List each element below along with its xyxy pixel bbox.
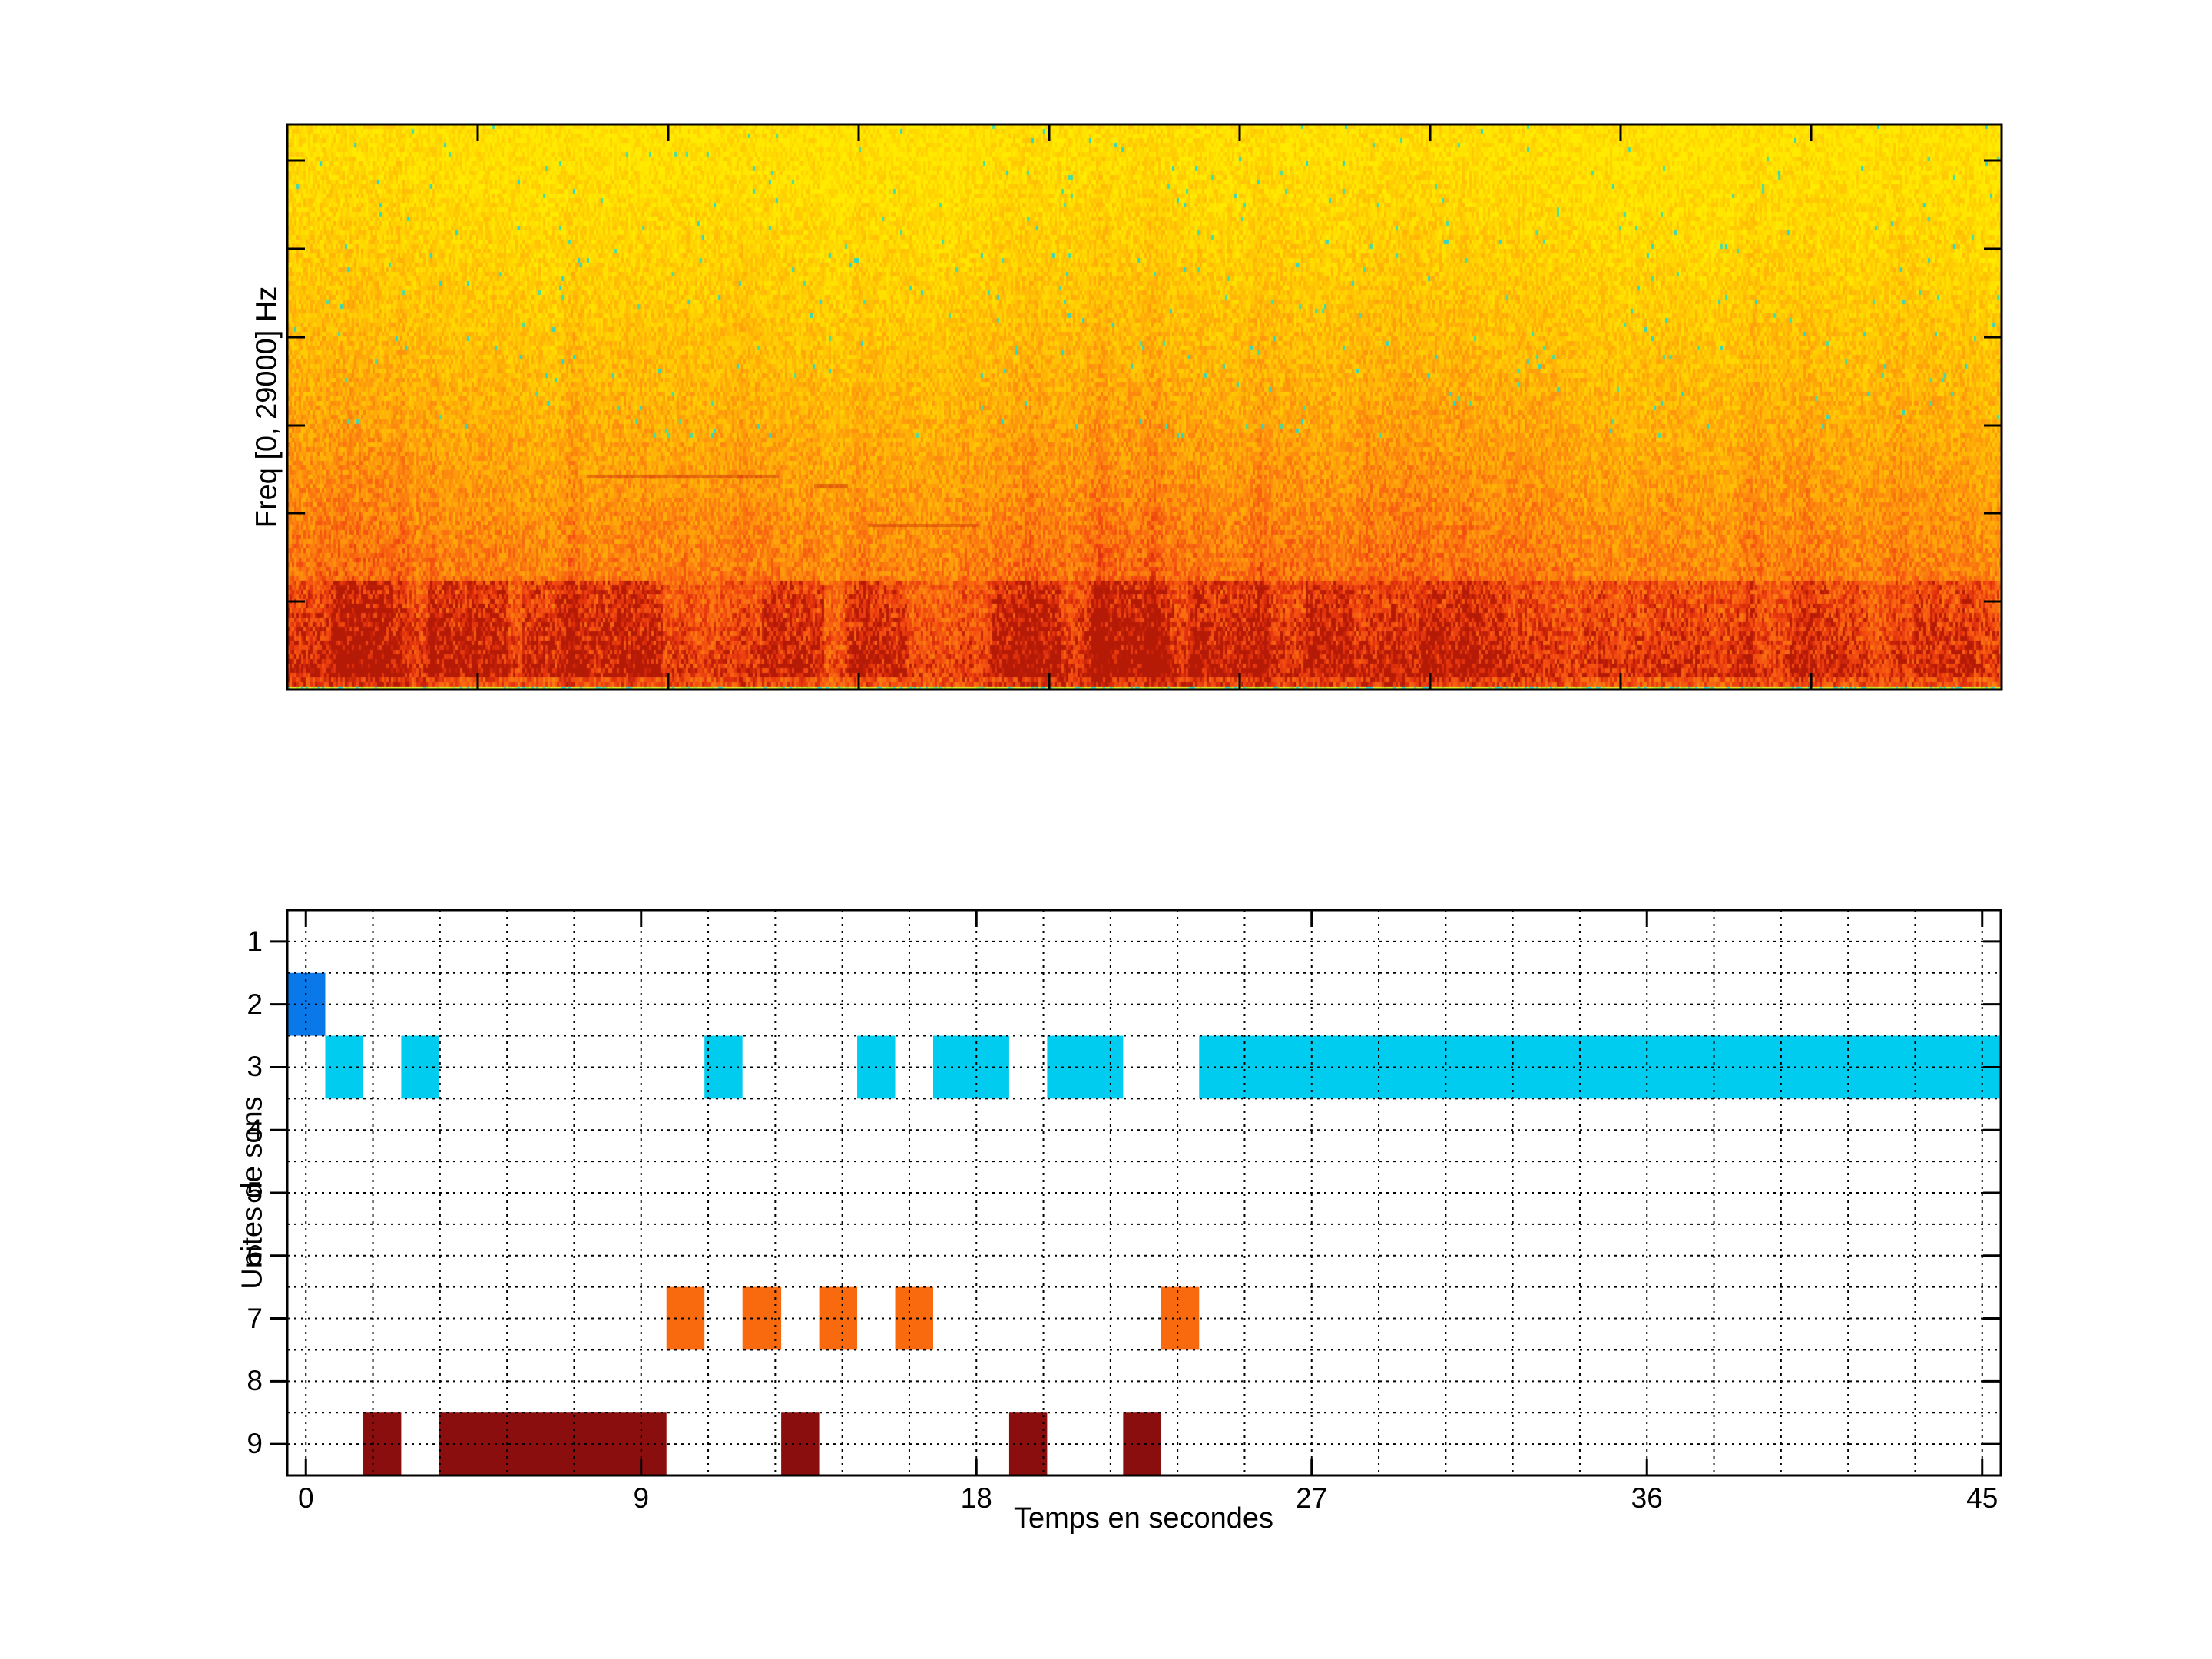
y-tick-label: 7 bbox=[247, 1302, 263, 1334]
y-tick-label: 4 bbox=[247, 1114, 263, 1146]
sound-unit-segment bbox=[742, 1286, 782, 1350]
sound-unit-segment bbox=[895, 1286, 933, 1350]
y-tick-label: 6 bbox=[247, 1239, 263, 1271]
x-tick-label: 9 bbox=[633, 1482, 650, 1514]
sound-unit-segment bbox=[401, 1035, 439, 1099]
freq-axis-label: Freq [0, 29000] Hz bbox=[250, 286, 283, 528]
sound-unit-segment bbox=[1199, 1035, 2001, 1099]
sound-unit-segment bbox=[1161, 1286, 1200, 1350]
y-tick-label: 9 bbox=[247, 1428, 263, 1460]
y-tick-label: 3 bbox=[247, 1051, 263, 1083]
time-axis-label: Temps en secondes bbox=[1014, 1502, 1273, 1535]
x-tick-label: 27 bbox=[1296, 1482, 1328, 1514]
y-tick-label: 5 bbox=[247, 1177, 263, 1208]
x-tick-label: 36 bbox=[1631, 1482, 1663, 1514]
sound-unit-segment bbox=[325, 1035, 363, 1099]
sound-unit-segment bbox=[363, 1412, 402, 1475]
sound-unit-segment bbox=[781, 1412, 820, 1475]
sound-unit-segment bbox=[287, 972, 326, 1036]
x-tick-label: 45 bbox=[1966, 1482, 1998, 1514]
sound-unit-segment bbox=[439, 1412, 667, 1475]
y-tick-label: 8 bbox=[247, 1365, 263, 1397]
spectrogram-canvas bbox=[287, 124, 2002, 690]
sound-unit-segment bbox=[666, 1286, 705, 1350]
bottom-plot-border bbox=[286, 909, 2002, 1477]
sound-unit-segment bbox=[1047, 1035, 1124, 1099]
y-tick-label: 1 bbox=[247, 925, 263, 957]
x-tick-label: 0 bbox=[297, 1482, 314, 1514]
sound-unit-segment bbox=[704, 1035, 743, 1099]
sound-unit-segment bbox=[1008, 1412, 1048, 1475]
sound-unit-segment bbox=[819, 1286, 858, 1350]
sound-unit-segment bbox=[932, 1035, 1009, 1099]
sound-unit-segment bbox=[1123, 1412, 1161, 1475]
x-tick-label: 18 bbox=[960, 1482, 992, 1514]
y-tick-label: 2 bbox=[247, 988, 263, 1020]
sound-unit-segment bbox=[857, 1035, 896, 1099]
